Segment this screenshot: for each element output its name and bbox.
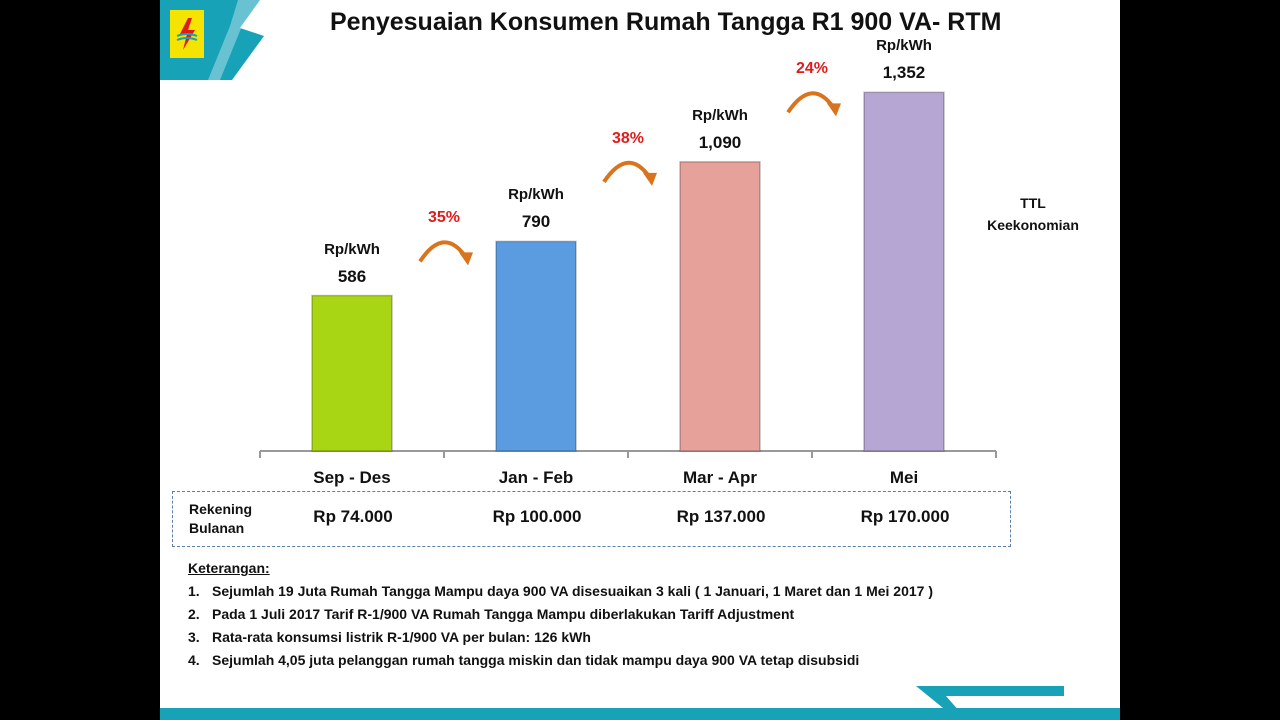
bar-chart bbox=[259, 91, 997, 458]
lightning-icon bbox=[176, 18, 198, 50]
bar bbox=[679, 161, 761, 452]
bar bbox=[495, 240, 577, 452]
note-text: Sejumlah 4,05 juta pelanggan rumah tangg… bbox=[212, 652, 860, 668]
bar-unit-label: Rp/kWh bbox=[324, 240, 380, 258]
slide-title: Penyesuaian Konsumen Rumah Tangga R1 900… bbox=[330, 8, 1002, 36]
ttl-label-line-1: TTL bbox=[1020, 195, 1046, 211]
note-number: 3. bbox=[188, 629, 200, 645]
note-text: Rata-rata konsumsi listrik R-1/900 VA pe… bbox=[212, 629, 591, 645]
footer-stripe bbox=[160, 686, 1120, 720]
note-number: 1. bbox=[188, 583, 200, 599]
notes-section: Keterangan: 1. Sejumlah 19 Juta Rumah Ta… bbox=[188, 560, 1088, 672]
note-item: 1. Sejumlah 19 Juta Rumah Tangga Mampu d… bbox=[188, 580, 1088, 603]
increase-percent-label: 38% bbox=[611, 129, 645, 147]
increase-arrow-icon bbox=[418, 240, 468, 263]
monthly-bill-label-line-2: Bulanan bbox=[189, 520, 245, 536]
bar-value-label: 1,352 bbox=[882, 63, 926, 83]
notes-title: Keterangan: bbox=[188, 560, 270, 576]
increase-arrowhead-icon bbox=[459, 252, 473, 266]
note-number: 2. bbox=[188, 606, 200, 622]
slide: Penyesuaian Konsumen Rumah Tangga R1 900… bbox=[160, 0, 1120, 720]
bill-value: Rp 74.000 bbox=[313, 507, 393, 526]
bar-unit-label: Rp/kWh bbox=[692, 106, 748, 124]
bar bbox=[311, 294, 393, 452]
monthly-bill-label: Rekening Bulanan bbox=[189, 500, 252, 538]
category-label: Mar - Apr bbox=[683, 468, 757, 487]
bar bbox=[863, 91, 945, 452]
bar-unit-label: Rp/kWh bbox=[508, 186, 564, 204]
note-item: 4. Sejumlah 4,05 juta pelanggan rumah ta… bbox=[188, 649, 1088, 672]
bar-value-label: 790 bbox=[521, 212, 551, 232]
note-text: Sejumlah 19 Juta Rumah Tangga Mampu daya… bbox=[212, 583, 934, 599]
category-label: Sep - Des bbox=[313, 468, 391, 487]
monthly-bill-label-line-1: Rekening bbox=[189, 501, 253, 517]
note-number: 4. bbox=[188, 652, 200, 668]
note-text: Pada 1 Juli 2017 Tarif R-1/900 VA Rumah … bbox=[212, 606, 795, 622]
bar-unit-label: Rp/kWh bbox=[876, 37, 932, 55]
note-item: 3. Rata-rata konsumsi listrik R-1/900 VA… bbox=[188, 626, 1088, 649]
bill-value: Rp 137.000 bbox=[676, 507, 766, 526]
increase-percent-label: 24% bbox=[795, 60, 829, 78]
increase-percent-label: 35% bbox=[427, 209, 461, 227]
monthly-bill-row: Rekening Bulanan Rp 74.000 Rp 100.000 Rp… bbox=[172, 491, 1011, 547]
bill-value: Rp 170.000 bbox=[860, 507, 950, 526]
increase-arrow-icon bbox=[786, 91, 836, 114]
increase-arrowhead-icon bbox=[643, 172, 657, 186]
ttl-label: TTL Keekonomian bbox=[978, 192, 1088, 236]
bill-value: Rp 100.000 bbox=[492, 507, 582, 526]
increase-arrowhead-icon bbox=[827, 103, 841, 117]
bar-value-label: 586 bbox=[337, 266, 367, 286]
category-label: Jan - Feb bbox=[498, 468, 574, 487]
bar-value-label: 1,090 bbox=[698, 132, 742, 152]
category-label: Mei bbox=[889, 468, 919, 487]
pln-logo bbox=[170, 10, 204, 58]
increase-arrow-icon bbox=[602, 160, 652, 183]
note-item: 2. Pada 1 Juli 2017 Tarif R-1/900 VA Rum… bbox=[188, 603, 1088, 626]
ttl-label-line-2: Keekonomian bbox=[987, 217, 1079, 233]
